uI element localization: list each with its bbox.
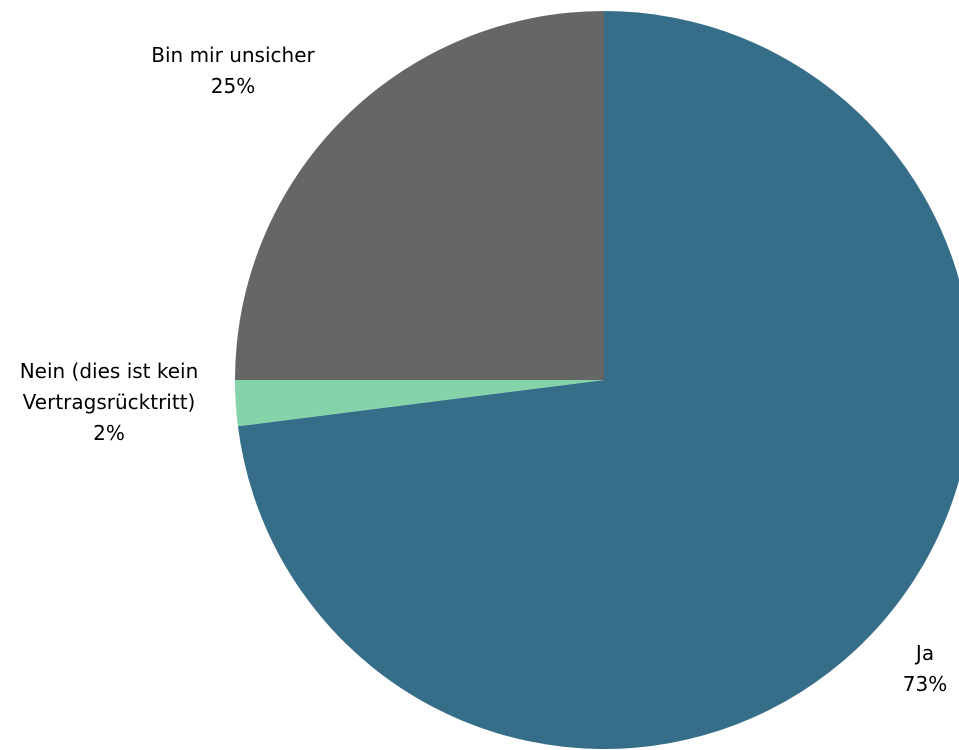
- pie-slice-nein-dies-ist-kein: [235, 380, 604, 427]
- pie-slice-ja: [237, 11, 959, 749]
- pie-category-label-nein-dies-ist-kein: Vertragsrücktritt): [23, 390, 196, 414]
- pie-category-label-bin-mir-unsicher: Bin mir unsicher: [151, 43, 315, 67]
- pie-category-label-ja: Ja: [914, 641, 934, 665]
- slices-layer: [235, 11, 959, 749]
- pie-value-label-ja: 73%: [903, 672, 947, 696]
- pie-category-label-nein-dies-ist-kein: Nein (dies ist kein: [20, 359, 199, 383]
- pie-label-ja: Ja 73%: [903, 641, 947, 696]
- pie-label-nein-dies-ist-kein: Nein (dies ist kein Vertragsrücktritt) 2%: [20, 359, 199, 445]
- pie-value-label-nein-dies-ist-kein: 2%: [93, 421, 125, 445]
- labels-layer: Ja 73% Nein (dies ist kein Vertragsrücktrit…: [20, 43, 948, 696]
- pie-label-bin-mir-unsicher: Bin mir unsicher 25%: [151, 43, 315, 98]
- pie-value-label-bin-mir-unsicher: 25%: [211, 74, 255, 98]
- pie-slice-bin-mir-unsicher: [235, 11, 604, 380]
